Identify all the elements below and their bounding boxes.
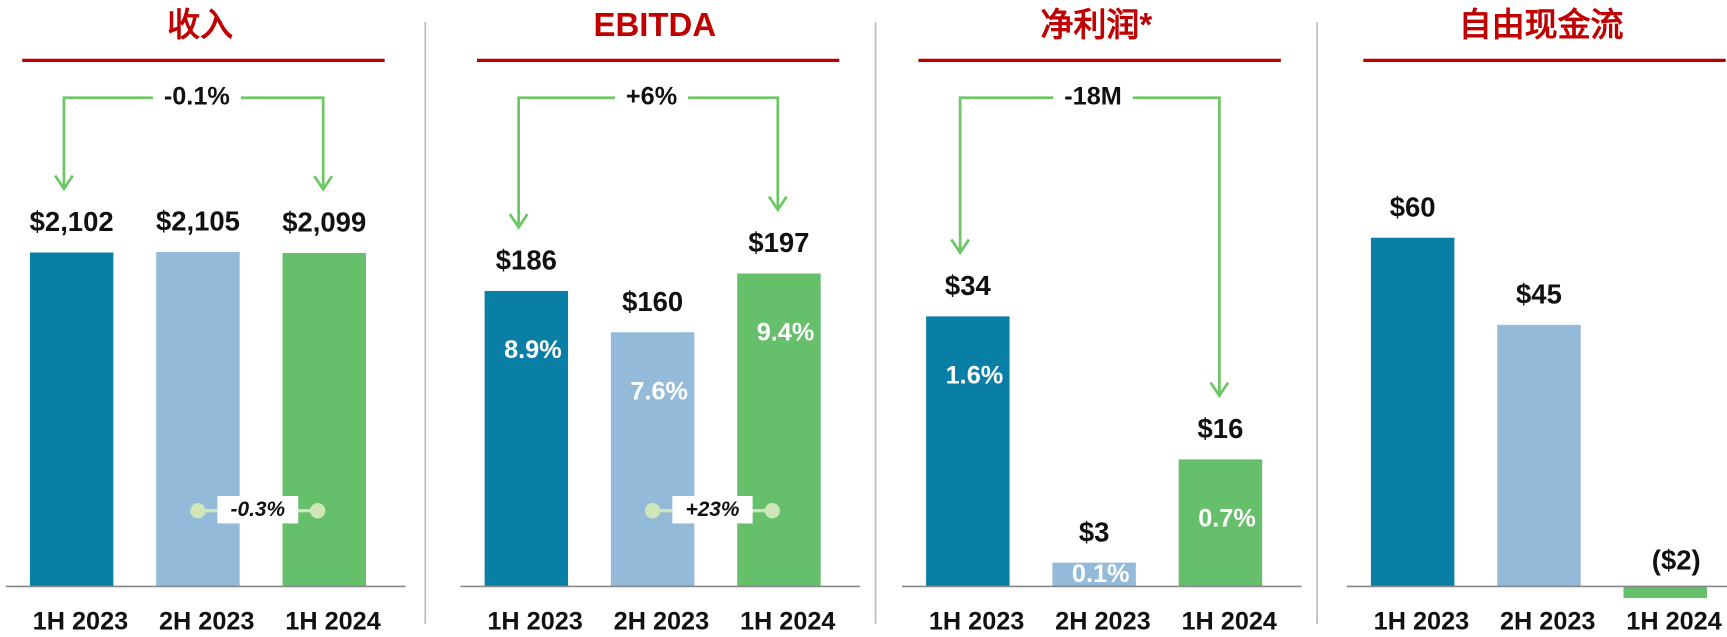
bar (29, 252, 114, 587)
label-background (672, 496, 753, 524)
margin-label: 8.9% (504, 336, 562, 364)
margin-label: 0.7% (1198, 504, 1256, 532)
badge-dot (764, 503, 781, 519)
value-label: $160 (622, 286, 683, 317)
arrow-head (767, 195, 788, 213)
bar (484, 290, 569, 587)
arrow-head (1209, 381, 1230, 399)
arrow-head (508, 213, 529, 230)
recent-change-label: +23% (686, 498, 740, 521)
value-label: ($2) (1652, 545, 1701, 576)
bar (610, 332, 695, 587)
badge-dot (190, 503, 206, 519)
bar (1497, 324, 1581, 587)
change-arrow (958, 96, 1054, 253)
x-tick-label: 1H 2023 (33, 607, 128, 635)
x-tick-label: 1H 2023 (1374, 607, 1469, 635)
change-arrow (688, 96, 780, 210)
x-tick-label: 1H 2024 (1181, 607, 1276, 635)
arrow-head (313, 175, 334, 192)
panel-title: 收入 (167, 6, 233, 43)
x-tick-label: 2H 2023 (614, 607, 709, 635)
bar (1052, 562, 1136, 587)
change-arrow (240, 96, 325, 190)
bar (1623, 586, 1707, 599)
badge-dot (309, 503, 326, 519)
x-tick-label: 1H 2023 (487, 607, 582, 635)
value-label: $45 (1516, 279, 1562, 310)
value-label: $2,105 (156, 206, 240, 237)
bar (1370, 237, 1455, 587)
margin-label: 0.1% (1072, 560, 1130, 588)
change-label: +6% (626, 82, 677, 110)
change-label: -18M (1064, 82, 1122, 110)
value-label: $2,102 (30, 206, 114, 237)
bar (1178, 459, 1263, 587)
panel-title: 净利润* (1041, 6, 1153, 43)
x-tick-label: 1H 2024 (740, 607, 835, 635)
change-label: -0.1% (164, 82, 230, 110)
value-label: $2,099 (282, 207, 366, 238)
change-arrow (517, 96, 615, 228)
arrow-head (950, 238, 971, 256)
bar (156, 252, 240, 587)
value-label: $186 (496, 245, 557, 276)
label-background (217, 496, 299, 524)
value-label: $60 (1390, 191, 1436, 222)
value-label: $3 (1079, 516, 1110, 547)
value-label: $197 (748, 227, 809, 258)
bar (737, 273, 821, 587)
change-arrow (1132, 96, 1221, 396)
arrow-head (54, 174, 74, 192)
x-tick-label: 2H 2023 (1055, 607, 1150, 635)
change-arrow (62, 96, 153, 189)
panel-title: EBITDA (594, 6, 717, 43)
x-tick-label: 1H 2023 (929, 607, 1024, 635)
bar (282, 252, 366, 587)
x-tick-label: 1H 2024 (1626, 607, 1721, 635)
recent-change-label: -0.3% (231, 498, 286, 521)
margin-label: 9.4% (757, 319, 815, 347)
badge-dot (644, 503, 661, 519)
x-tick-label: 1H 2024 (285, 607, 380, 635)
value-label: $34 (945, 270, 992, 301)
x-tick-label: 2H 2023 (1500, 607, 1595, 635)
panel-title: 自由现金流 (1459, 6, 1624, 43)
margin-label: 1.6% (946, 361, 1004, 389)
margin-label: 7.6% (630, 377, 688, 405)
value-label: $16 (1198, 413, 1244, 444)
bar (926, 316, 1010, 587)
x-tick-label: 2H 2023 (159, 607, 254, 635)
